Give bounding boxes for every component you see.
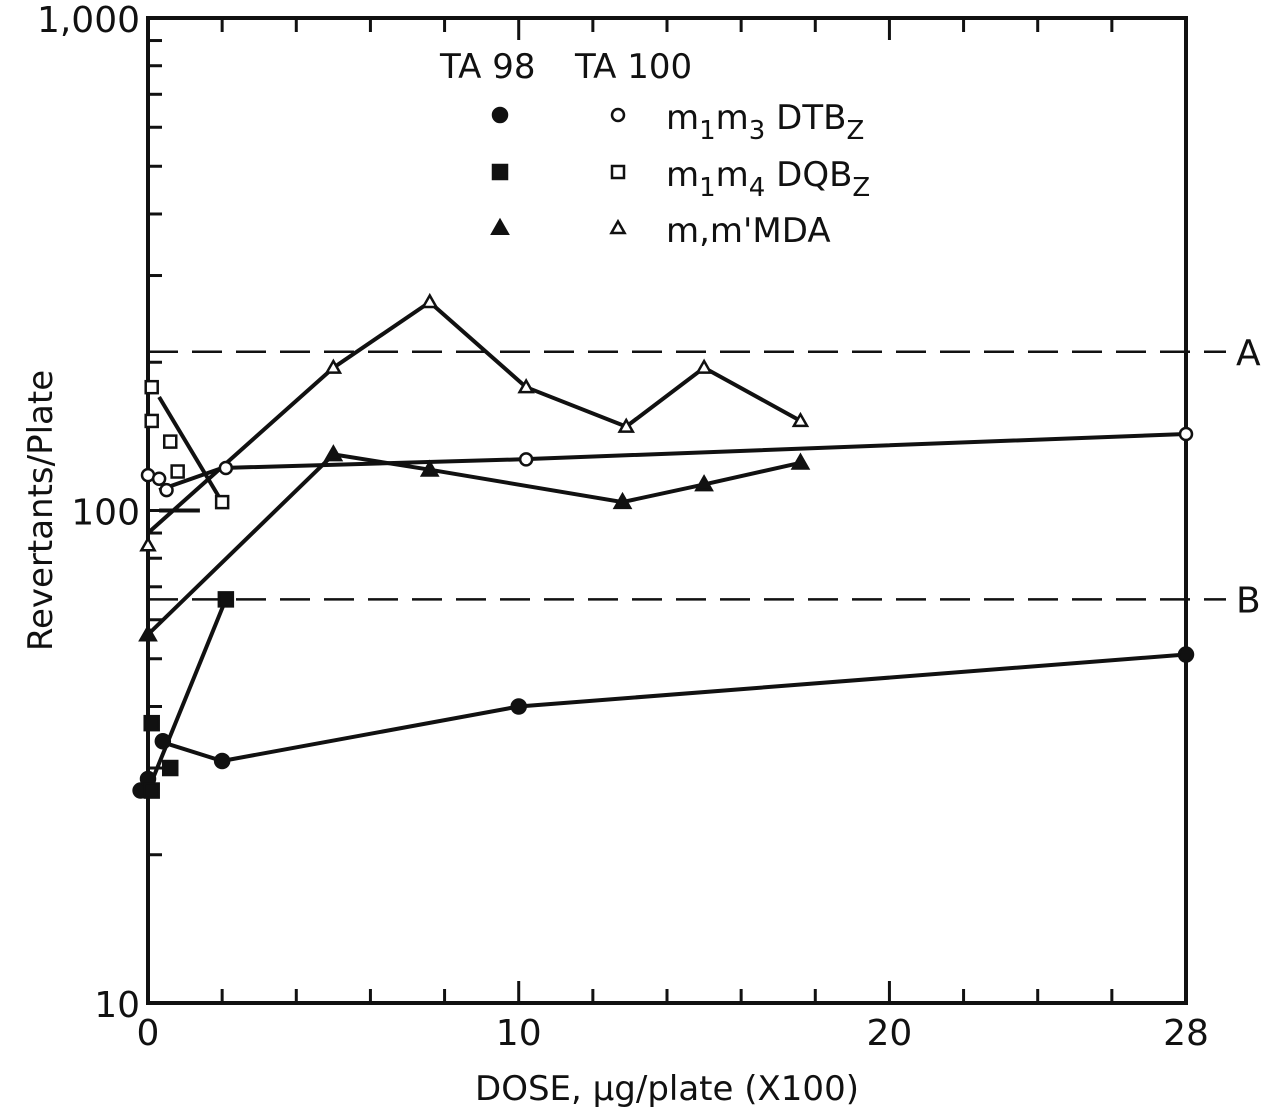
- ta100-square-point: [214, 494, 230, 510]
- x-tick-label: 10: [496, 1013, 542, 1054]
- y-tick-label: 10: [94, 985, 140, 1026]
- y-axis-title: Revertants/Plate: [21, 370, 61, 651]
- legend-ta98-circle-marker: [491, 106, 509, 124]
- reference-label-b: B: [1236, 580, 1261, 621]
- y-tick-label: 100: [71, 493, 140, 534]
- ta100-triangle-point: [617, 417, 635, 433]
- legend-ta100-circle-marker: [610, 107, 626, 123]
- ta98-triangle-point: [612, 491, 633, 510]
- series-line: [146, 598, 228, 792]
- y-tick-label: 1,000: [37, 0, 140, 41]
- legend-ta100-triangle-marker: [609, 218, 627, 235]
- ta98-circle-point: [154, 732, 172, 750]
- ta98-square-point: [143, 714, 160, 732]
- series-line: [157, 395, 224, 504]
- ta100-triangle-point: [695, 358, 713, 374]
- legend-ta100-square-marker: [610, 164, 626, 180]
- legend: TA 98 TA 100 m1m3 DTBZ m1m4 DQBZ m,m'MDA: [439, 47, 870, 251]
- ta98-square-point: [143, 782, 160, 799]
- x-tick-label: 28: [1163, 1013, 1209, 1054]
- ta98-triangle-point: [790, 452, 811, 470]
- reference-label-a: A: [1236, 333, 1261, 374]
- ta100-triangle-point: [324, 358, 343, 374]
- legend-label-square: m1m4 DQBZ: [666, 155, 870, 203]
- legend-header-ta98: TA 98: [439, 47, 535, 87]
- ta98-circle-point: [213, 752, 231, 770]
- ta100-square-point: [144, 379, 159, 395]
- ta98-square-point: [217, 591, 235, 608]
- ta100-square-point: [144, 413, 159, 429]
- extra-triangle-point: [138, 624, 158, 642]
- ta98-triangle-point: [694, 474, 714, 492]
- ta100-circle-point: [218, 460, 234, 476]
- legend-label-circle: m1m3 DTBZ: [666, 98, 864, 146]
- legend-ta98-triangle-marker: [490, 217, 510, 236]
- ta100-triangle-point: [139, 536, 157, 552]
- ta100-circle-point: [1178, 426, 1194, 442]
- ta100-triangle-point: [791, 411, 810, 428]
- ta100-square-point: [170, 464, 185, 479]
- ta100-square-point: [162, 434, 178, 449]
- ta98-square-point: [161, 759, 179, 777]
- ta100-circle-point: [518, 452, 534, 467]
- series-line: [158, 432, 1187, 492]
- series-line: [146, 452, 335, 636]
- x-tick-label: 20: [867, 1013, 913, 1054]
- legend-label-triangle: m,m'MDA: [666, 211, 831, 251]
- ta100-triangle-point: [420, 292, 439, 309]
- data-points-layer: [132, 292, 1195, 799]
- ta98-triangle-point: [323, 444, 344, 462]
- series-lines-layer: [146, 299, 1187, 792]
- series-line: [158, 652, 1187, 764]
- series-line: [146, 299, 802, 535]
- ta100-circle-point: [151, 471, 167, 487]
- x-tick-label: 0: [137, 1013, 160, 1054]
- ta100-circle-point: [159, 482, 174, 498]
- x-axis-title: DOSE, μg/plate (X100): [475, 1069, 859, 1109]
- ta98-circle-point: [510, 698, 527, 715]
- ta100-triangle-point: [517, 378, 535, 394]
- ta98-circle-point: [1177, 646, 1195, 663]
- legend-header-ta100: TA 100: [574, 47, 692, 87]
- legend-ta98-square-marker: [491, 163, 509, 181]
- reference-lines-layer: AB: [148, 333, 1261, 621]
- ta98-triangle-point: [419, 459, 440, 477]
